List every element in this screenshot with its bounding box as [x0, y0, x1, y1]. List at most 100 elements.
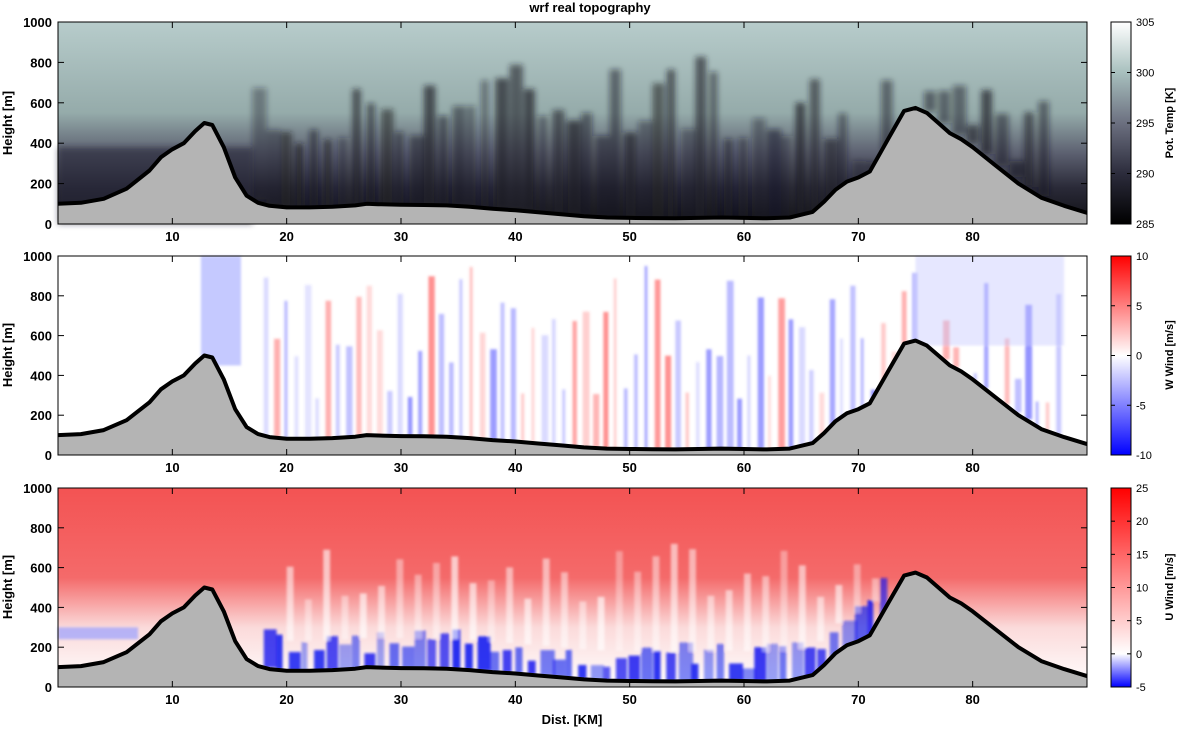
- wind-streak: [551, 319, 556, 445]
- y-tick-label: 600: [30, 561, 52, 576]
- x-tick-label: 80: [965, 229, 979, 244]
- x-tick-label: 50: [622, 229, 636, 244]
- colorbar-label: W Wind [m/s]: [1164, 320, 1176, 390]
- reverse-flow-patch: [792, 642, 804, 681]
- y-axis: 0 200 400 600 800 1000: [23, 249, 1087, 463]
- y-tick-label: 1000: [23, 481, 52, 496]
- wind-streak: [840, 338, 843, 418]
- temperature-streak: [709, 71, 718, 218]
- wind-streak: [737, 398, 743, 449]
- reverse-flow-patch: [817, 649, 826, 672]
- wind-streak: [778, 298, 785, 450]
- temperature-streak: [438, 115, 449, 206]
- reverse-flow-patch: [477, 636, 491, 671]
- wind-streak: [1035, 401, 1039, 426]
- wind-streak: [716, 356, 724, 449]
- wind-streak: [387, 390, 393, 436]
- x-tick-label: 70: [851, 692, 865, 707]
- temperature-streak: [309, 129, 318, 208]
- wind-streak: [469, 266, 473, 439]
- reverse-flow-patch: [527, 660, 536, 675]
- temperature-streak: [681, 129, 696, 219]
- temperature-streak: [566, 120, 581, 215]
- wind-streak: [531, 327, 535, 443]
- x-tick-label: 60: [737, 460, 751, 475]
- weak-wind-streak: [597, 596, 605, 651]
- y-axis-label: Height [m]: [0, 323, 15, 387]
- y-tick-label: 600: [30, 96, 52, 111]
- temperature-streak: [652, 83, 665, 219]
- vertical-wind-streaks: [200, 256, 1065, 450]
- colorbar-tick-label: 290: [1136, 169, 1154, 181]
- reverse-flow-patch: [804, 647, 816, 678]
- wind-streak: [294, 356, 299, 439]
- y-tick-label: 200: [30, 408, 52, 423]
- reverse-flow-patch: [276, 634, 283, 670]
- weak-wind-streak: [524, 598, 532, 645]
- colorbar-tick-label: 285: [1136, 219, 1154, 231]
- reverse-flow-patch: [628, 655, 640, 682]
- reverse-flow-patch: [691, 663, 699, 682]
- y-tick-label: 1000: [23, 249, 52, 264]
- wind-streak: [768, 375, 772, 450]
- wind-streak: [603, 311, 609, 449]
- wind-streak: [1045, 402, 1050, 431]
- wind-streak: [1004, 338, 1010, 405]
- wind-streak: [685, 392, 689, 450]
- reverse-flow-patch: [301, 642, 308, 671]
- reverse-flow-patch: [779, 646, 787, 681]
- wind-streak: [284, 300, 288, 439]
- temperature-streak: [638, 120, 653, 219]
- colorbar-tick-label: 300: [1136, 68, 1154, 80]
- reverse-flow-patch: [452, 629, 461, 670]
- y-tick-label: 800: [30, 289, 52, 304]
- x-tick-label: 70: [851, 229, 865, 244]
- weak-wind-streak: [634, 571, 642, 652]
- wind-streak: [757, 297, 764, 450]
- y-axis-label: Height [m]: [0, 91, 15, 155]
- weak-wind-streak: [323, 549, 331, 641]
- wind-streak: [356, 296, 362, 437]
- wind-streak: [315, 398, 319, 439]
- wind-streak: [829, 299, 836, 428]
- wind-streak: [500, 302, 505, 441]
- colorbar-tick-label: -5: [1136, 400, 1146, 412]
- temperature-streak: [295, 143, 304, 208]
- colorbar-label: U Wind [m/s]: [1164, 553, 1176, 620]
- temperature-streak: [952, 85, 967, 135]
- x-tick-label: 40: [508, 692, 522, 707]
- reverse-flow-patch: [314, 650, 325, 671]
- weak-wind-streak: [670, 543, 678, 652]
- temperature-streak: [595, 135, 610, 217]
- x-tick-label: 10: [165, 692, 179, 707]
- reverse-flow-patch: [754, 647, 767, 682]
- wind-streak: [634, 354, 638, 450]
- temperature-streak: [409, 135, 425, 205]
- wind-streak: [726, 280, 734, 449]
- reverse-flow-patch: [465, 643, 473, 670]
- reverse-flow-patch: [880, 578, 888, 618]
- colorbar-ticks: -5 0 5 10 15 20 25: [1111, 483, 1148, 694]
- y-tick-label: 0: [45, 448, 52, 463]
- colorbar-label: Pot. Temp [K]: [1164, 87, 1176, 158]
- y-tick-label: 800: [30, 521, 52, 536]
- reverse-flow-patch: [427, 639, 437, 669]
- wind-streak: [613, 278, 617, 449]
- wind-streak: [860, 338, 864, 409]
- temperature-streak: [523, 89, 535, 212]
- reverse-flow-patch: [716, 643, 725, 681]
- weak-wind-streak: [341, 595, 349, 640]
- wind-streak: [901, 291, 907, 348]
- weak-wind-streak: [652, 556, 660, 652]
- temperature-streak: [395, 131, 404, 205]
- y-tick-label: 0: [45, 217, 52, 232]
- wind-streak: [1025, 304, 1033, 420]
- x-axis-label: Dist. [KM]: [542, 712, 603, 727]
- weak-wind-streak: [853, 564, 861, 613]
- weak-wind-streak: [872, 578, 879, 602]
- weak-wind-streak: [396, 559, 404, 639]
- weak-wind-streak: [561, 572, 568, 648]
- reverse-flow-patch: [490, 651, 500, 672]
- wind-streak: [850, 285, 856, 413]
- temperature-streak: [323, 139, 332, 208]
